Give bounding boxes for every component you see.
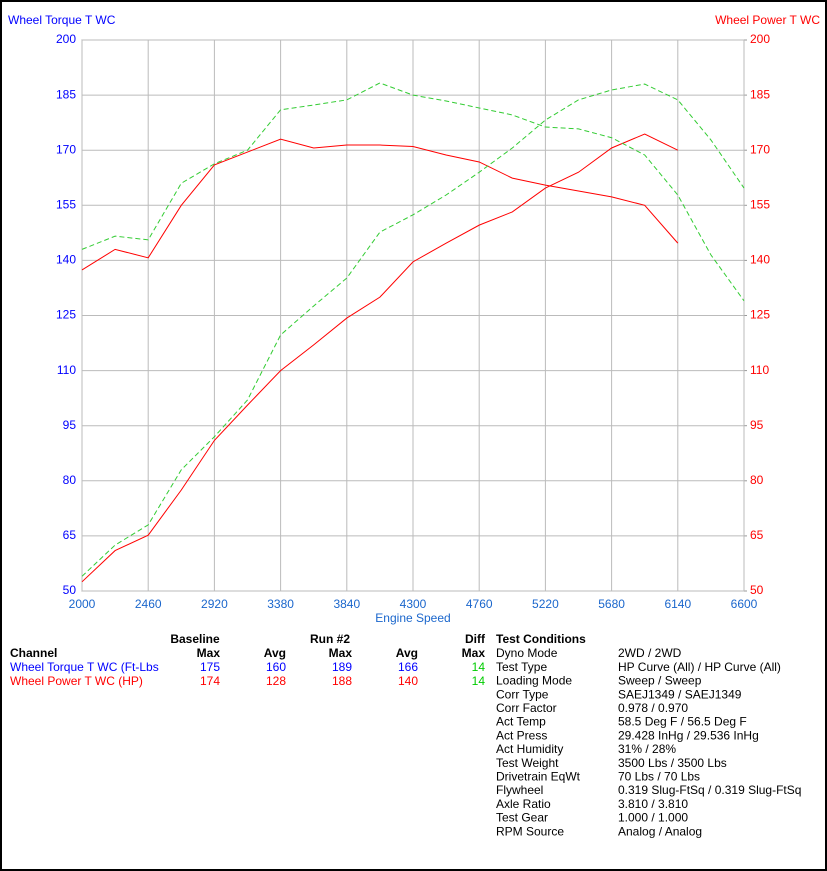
group-header: Diff (465, 632, 486, 646)
column-header: Avg (396, 646, 418, 660)
column-header: Avg (264, 646, 286, 660)
summary-cell: 174 (200, 674, 220, 688)
summary-cell: 140 (398, 674, 418, 688)
condition-value: Analog / Analog (618, 824, 702, 838)
x-tick-label: 5680 (598, 597, 625, 611)
condition-value: 70 Lbs / 70 Lbs (618, 769, 700, 783)
condition-label: RPM Source (496, 824, 564, 838)
column-header: Max (329, 646, 353, 660)
x-tick-label: 4760 (466, 597, 493, 611)
summary-cell: 160 (266, 660, 286, 674)
condition-label: Test Weight (496, 756, 559, 770)
condition-label: Test Gear (496, 811, 548, 825)
x-tick-label: 2920 (201, 597, 228, 611)
y-tick-label: 80 (63, 473, 77, 487)
x-tick-label: 3840 (333, 597, 360, 611)
conditions-title: Test Conditions (496, 632, 586, 646)
condition-label: Dyno Mode (496, 646, 558, 660)
x-axis-title: Engine Speed (375, 611, 450, 625)
condition-label: Test Type (496, 660, 547, 674)
y2-tick-label: 80 (750, 473, 764, 487)
condition-value: 29.428 InHg / 29.536 InHg (618, 728, 759, 742)
condition-value: 0.978 / 0.970 (618, 701, 688, 715)
y-tick-label: 155 (56, 197, 76, 211)
condition-value: 1.000 / 1.000 (618, 811, 688, 825)
summary-cell: 14 (472, 674, 486, 688)
column-header: Channel (10, 646, 57, 660)
y-axis-title: Wheel Torque T WC (8, 13, 116, 27)
condition-value: Sweep / Sweep (618, 674, 702, 688)
summary-cell: 166 (398, 660, 418, 674)
condition-label: Drivetrain EqWt (496, 769, 581, 783)
condition-value: 0.319 Slug-FtSq / 0.319 Slug-FtSq (618, 783, 801, 797)
group-header: Run #2 (310, 632, 350, 646)
condition-value: SAEJ1349 / SAEJ1349 (618, 687, 742, 701)
group-header: Baseline (170, 632, 220, 646)
condition-label: Loading Mode (496, 674, 572, 688)
x-tick-label: 3380 (267, 597, 294, 611)
condition-value: 58.5 Deg F / 56.5 Deg F (618, 715, 747, 729)
y2-tick-label: 200 (750, 32, 770, 46)
condition-label: Act Humidity (496, 742, 563, 756)
summary-cell: 175 (200, 660, 220, 674)
condition-value: 2WD / 2WD (618, 646, 682, 660)
series-line (81, 133, 679, 583)
x-tick-label: 2000 (69, 597, 96, 611)
summary-cell: 128 (266, 674, 286, 688)
condition-label: Act Temp (496, 715, 546, 729)
condition-label: Corr Type (496, 687, 549, 701)
summary-cell: Wheel Power T WC (HP) (10, 674, 143, 688)
y2-tick-label: 65 (750, 528, 764, 542)
series-line (81, 138, 679, 271)
condition-value: 3500 Lbs / 3500 Lbs (618, 756, 727, 770)
y-tick-label: 140 (56, 253, 76, 267)
condition-value: HP Curve (All) / HP Curve (All) (618, 660, 781, 674)
column-header: Max (462, 646, 486, 660)
x-tick-label: 5220 (532, 597, 559, 611)
summary-cell: 189 (332, 660, 352, 674)
condition-label: Axle Ratio (496, 797, 551, 811)
series-line (81, 83, 745, 577)
y-tick-label: 125 (56, 308, 76, 322)
x-tick-label: 2460 (135, 597, 162, 611)
y2-axis-title: Wheel Power T WC (715, 13, 820, 27)
y-tick-label: 110 (57, 363, 76, 377)
y2-tick-label: 110 (750, 363, 769, 377)
column-header: Max (197, 646, 221, 660)
condition-value: 3.810 / 3.810 (618, 797, 688, 811)
x-tick-label: 6600 (731, 597, 758, 611)
y-tick-label: 170 (56, 142, 76, 156)
x-tick-label: 4300 (400, 597, 427, 611)
y2-tick-label: 95 (750, 418, 764, 432)
condition-value: 31% / 28% (618, 742, 676, 756)
x-tick-label: 6140 (664, 597, 691, 611)
y-tick-label: 200 (56, 32, 76, 46)
condition-label: Flywheel (496, 783, 543, 797)
condition-label: Act Press (496, 728, 547, 742)
y-tick-label: 185 (56, 87, 76, 101)
y2-tick-label: 50 (750, 583, 764, 597)
y-tick-label: 50 (63, 583, 77, 597)
y2-tick-label: 170 (750, 142, 770, 156)
condition-label: Corr Factor (496, 701, 557, 715)
y2-tick-label: 140 (750, 253, 770, 267)
y-tick-label: 65 (63, 528, 77, 542)
y2-tick-label: 155 (750, 197, 770, 211)
summary-cell: 188 (332, 674, 352, 688)
y2-tick-label: 185 (750, 87, 770, 101)
y2-tick-label: 125 (750, 308, 770, 322)
y-tick-label: 95 (63, 418, 77, 432)
series-line (81, 82, 745, 302)
summary-cell: Wheel Torque T WC (Ft-Lbs (10, 660, 159, 674)
summary-cell: 14 (472, 660, 486, 674)
